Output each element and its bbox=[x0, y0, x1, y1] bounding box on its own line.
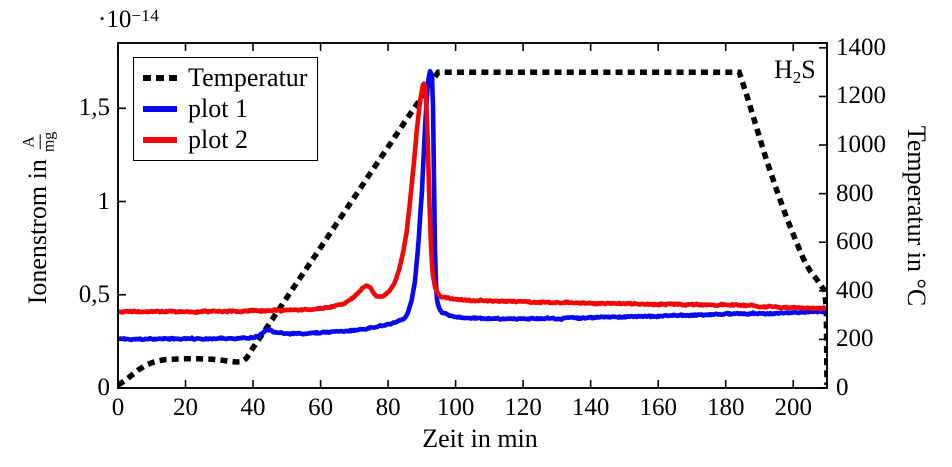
x-tick-label: 80 bbox=[375, 394, 401, 421]
y-right-tick-label: 600 bbox=[836, 228, 874, 256]
y-left-tick-label: 0 bbox=[97, 374, 111, 401]
plot2-series bbox=[117, 81, 828, 316]
plot1-series bbox=[117, 68, 828, 343]
x-axis-title: Zeit in min bbox=[422, 424, 538, 453]
x-tick-label: 140 bbox=[571, 394, 610, 421]
h2s-annotation: H2S bbox=[774, 55, 816, 87]
y-right-tick-label: 400 bbox=[836, 276, 874, 304]
y-left-tick-label: 1,5 bbox=[78, 94, 110, 122]
x-tick-label: 20 bbox=[173, 394, 199, 421]
y-left-tick-label: 1 bbox=[97, 187, 111, 215]
x-tick-label: 160 bbox=[639, 394, 677, 421]
y-right-axis-title: Temperatur in °C bbox=[902, 125, 931, 307]
legend-label: plot 2 bbox=[188, 125, 248, 154]
x-tick-label: 0 bbox=[111, 394, 125, 421]
x-tick-label: 180 bbox=[706, 394, 745, 421]
legend-item-plot2: plot 2 bbox=[143, 125, 307, 155]
y-right-tick-label: 1400 bbox=[836, 33, 886, 61]
x-tick-label: 100 bbox=[436, 394, 475, 421]
blue-line-icon bbox=[143, 106, 177, 112]
plot-frame bbox=[117, 42, 828, 389]
y-right-tick-label: 800 bbox=[836, 179, 874, 207]
black-dashed-line-icon bbox=[143, 75, 177, 81]
y-right-tick-label: 1200 bbox=[836, 82, 886, 110]
legend-label: Temperatur bbox=[188, 63, 308, 92]
axis-scale-exponent: ·10−14 bbox=[98, 6, 159, 34]
legend-item-temperatur: Temperatur bbox=[143, 63, 307, 93]
axis-ticks bbox=[117, 43, 827, 389]
exponent-base: ·10 bbox=[98, 6, 132, 33]
y-right-tick-label: 0 bbox=[836, 374, 849, 401]
x-tick-label: 60 bbox=[308, 394, 334, 421]
red-line-icon bbox=[143, 137, 177, 143]
x-tick-label: 200 bbox=[774, 394, 812, 421]
temperature-series bbox=[117, 69, 828, 388]
y-right-tick-label: 1000 bbox=[836, 131, 886, 159]
x-tick-label: 40 bbox=[240, 394, 266, 421]
legend-item-plot1: plot 1 bbox=[143, 94, 307, 124]
legend-label: plot 1 bbox=[188, 94, 248, 123]
y-right-tick-label: 200 bbox=[836, 325, 874, 353]
y-left-tick-label: 0,5 bbox=[78, 280, 110, 308]
x-tick-label: 120 bbox=[504, 394, 542, 421]
legend: Temperatur plot 1 plot 2 bbox=[133, 57, 319, 161]
exponent-power: −14 bbox=[131, 6, 160, 25]
